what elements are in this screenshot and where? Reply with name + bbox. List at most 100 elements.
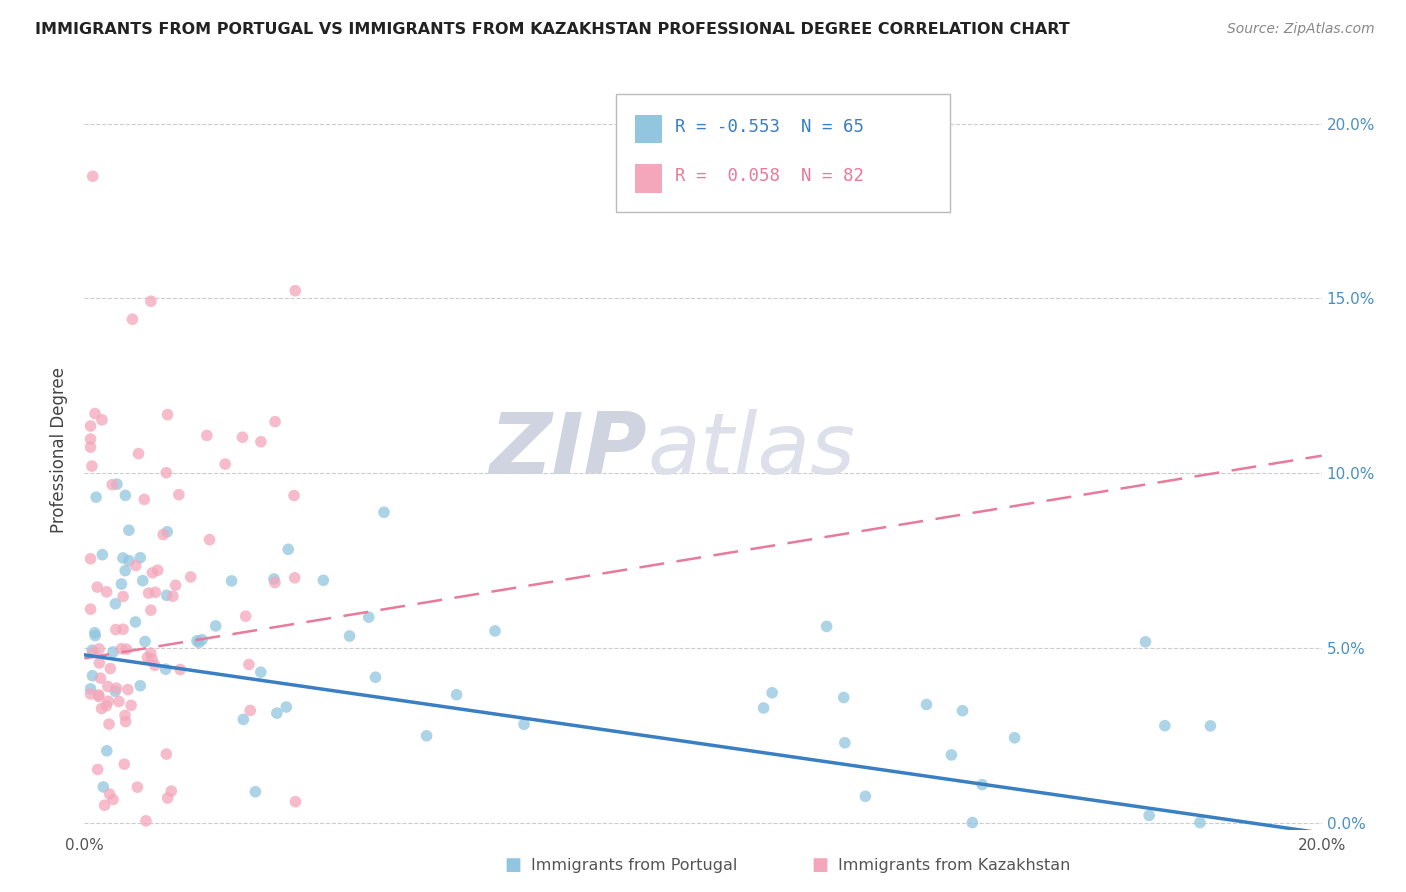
Point — [761, 686, 783, 700]
Point — [128, 447, 150, 461]
Point — [446, 688, 468, 702]
Point — [136, 650, 159, 665]
Point — [118, 554, 141, 568]
Point — [139, 294, 162, 309]
Point — [1153, 719, 1175, 733]
Point — [91, 780, 114, 794]
Point — [214, 457, 236, 471]
Point — [111, 551, 134, 566]
Point — [120, 698, 142, 713]
Point — [941, 747, 963, 762]
Point — [89, 656, 111, 670]
Point — [118, 523, 141, 537]
Point — [834, 736, 856, 750]
Point — [188, 635, 211, 649]
Point — [513, 717, 536, 731]
Point — [96, 744, 118, 758]
Point — [832, 690, 855, 705]
Point — [104, 623, 127, 637]
Point — [239, 703, 262, 717]
Point — [186, 633, 208, 648]
Point — [93, 798, 115, 813]
Point — [249, 665, 271, 680]
Text: ■: ■ — [505, 856, 522, 874]
Point — [114, 714, 136, 729]
Point — [89, 671, 111, 685]
Point — [245, 785, 267, 799]
Point — [152, 527, 174, 541]
Point — [250, 434, 273, 449]
Point — [312, 574, 335, 588]
Point — [276, 700, 298, 714]
Point — [155, 662, 177, 676]
Point — [1004, 731, 1026, 745]
Point — [263, 572, 285, 586]
Point — [114, 708, 136, 723]
Point — [112, 590, 135, 604]
Point — [90, 701, 112, 715]
Point — [264, 415, 287, 429]
Point — [124, 615, 146, 629]
Point — [138, 586, 160, 600]
Point — [105, 477, 128, 491]
Point — [104, 597, 127, 611]
Point — [79, 432, 101, 446]
Point — [97, 694, 120, 708]
Point — [952, 704, 974, 718]
Point — [101, 477, 124, 491]
Point — [141, 566, 163, 580]
Point — [87, 690, 110, 704]
Point — [82, 169, 104, 184]
Point — [266, 706, 288, 720]
Point — [264, 575, 287, 590]
Point — [129, 679, 152, 693]
Point — [283, 488, 305, 502]
Point — [752, 701, 775, 715]
Point — [139, 646, 162, 660]
Point — [160, 784, 183, 798]
Text: Immigrants from Kazakhstan: Immigrants from Kazakhstan — [838, 858, 1070, 872]
Point — [110, 577, 132, 591]
Point — [855, 789, 877, 804]
Point — [221, 574, 243, 588]
Point — [134, 634, 156, 648]
Point — [284, 571, 307, 585]
Point — [484, 624, 506, 638]
Point — [165, 578, 187, 592]
Point — [156, 408, 179, 422]
Text: Source: ZipAtlas.com: Source: ZipAtlas.com — [1227, 22, 1375, 37]
Point — [80, 459, 103, 474]
Point — [284, 284, 307, 298]
Point — [139, 603, 162, 617]
Point — [84, 490, 107, 504]
Point — [82, 669, 104, 683]
Point — [79, 681, 101, 696]
Point — [156, 791, 179, 805]
Point — [84, 407, 107, 421]
Point — [86, 763, 108, 777]
Point — [198, 533, 221, 547]
Point — [79, 602, 101, 616]
Point — [1137, 808, 1160, 822]
Point — [96, 585, 118, 599]
FancyBboxPatch shape — [616, 95, 950, 211]
Text: Immigrants from Portugal: Immigrants from Portugal — [531, 858, 738, 872]
Point — [112, 622, 135, 636]
Point — [156, 524, 179, 539]
Point — [132, 574, 155, 588]
Point — [98, 787, 121, 801]
Point — [105, 681, 128, 695]
Point — [1199, 719, 1222, 733]
Point — [415, 729, 437, 743]
Point — [1188, 815, 1211, 830]
Point — [90, 413, 112, 427]
Point — [91, 548, 114, 562]
Point — [232, 712, 254, 726]
Point — [129, 550, 152, 565]
Point — [972, 778, 994, 792]
Point — [86, 580, 108, 594]
Point — [101, 645, 124, 659]
Y-axis label: Professional Degree: Professional Degree — [51, 368, 69, 533]
Point — [96, 698, 118, 713]
Point — [235, 609, 257, 624]
